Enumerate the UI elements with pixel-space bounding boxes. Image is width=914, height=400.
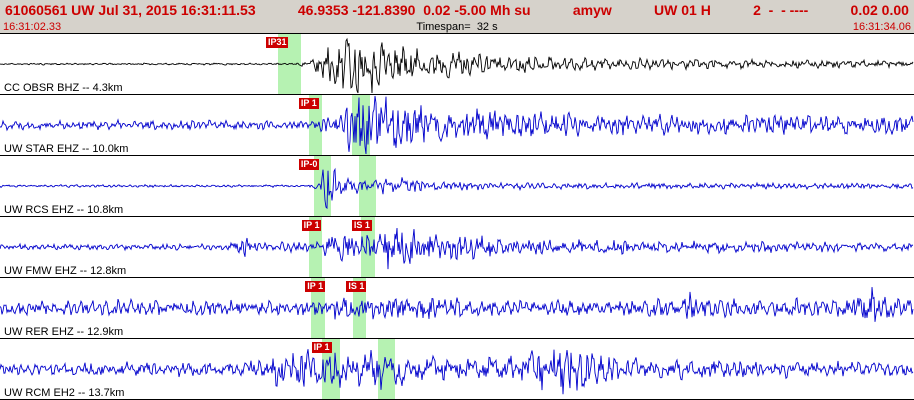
pick-window-highlight xyxy=(308,217,322,277)
event-location-magnitude: 46.9353 -121.8390 0.02 -5.00 Mh su xyxy=(297,2,531,18)
event-id-origin-time: 61060561 UW Jul 31, 2015 16:31:11.53 xyxy=(5,2,256,18)
trace-station-label: UW STAR EHZ -- 10.0km xyxy=(4,143,129,155)
phase-pick-label[interactable]: IS 1 xyxy=(346,281,367,292)
waveform-rer[interactable] xyxy=(0,278,914,338)
trace-panel-rcm[interactable]: IP 1 UW RCM EH2 -- 13.7km xyxy=(0,339,914,400)
pick-window-highlight xyxy=(352,278,366,338)
trace-station-label: UW RCM EH2 -- 13.7km xyxy=(4,387,125,399)
trace-station-label: UW RER EHZ -- 12.9km xyxy=(4,326,124,338)
network-code: UW 01 H xyxy=(654,2,711,18)
phase-pick-label[interactable]: IP 1 xyxy=(298,98,319,109)
phase-pick-label[interactable]: IP 1 xyxy=(305,281,326,292)
trace-panel-rcs[interactable]: IP-0 UW RCS EHZ -- 10.8km xyxy=(0,156,914,217)
pick-window-highlight xyxy=(378,339,395,399)
phase-pick-label[interactable]: IP31 xyxy=(265,37,289,48)
trace-panel-fmw[interactable]: IP 1 IS 1 UW FMW EHZ -- 12.8km xyxy=(0,217,914,278)
window-start-time: 16:31:02.33 xyxy=(3,20,62,33)
waveform-star[interactable] xyxy=(0,95,914,155)
window-end-time: 16:31:34.06 xyxy=(852,20,911,33)
trace-panel-obsr[interactable]: IP31 CC OBSR BHZ -- 4.3km xyxy=(0,34,914,95)
analyst-name: amyw xyxy=(572,2,612,18)
waveform-rcs[interactable] xyxy=(0,156,914,216)
phase-pick-label[interactable]: IP-0 xyxy=(298,159,320,170)
phase-pick-label[interactable]: IP 1 xyxy=(301,220,322,231)
timespan-label: Timespan= 32 s xyxy=(416,20,498,33)
phase-pick-label[interactable]: IS 1 xyxy=(351,220,372,231)
waveform-fmw[interactable] xyxy=(0,217,914,277)
pick-window-highlight xyxy=(361,217,375,277)
trace-station-label: CC OBSR BHZ -- 4.3km xyxy=(4,82,123,94)
time-axis-bar: 16:31:02.33 Timespan= 32 s 16:31:34.06 xyxy=(0,20,914,34)
trace-station-label: UW RCS EHZ -- 10.8km xyxy=(4,204,124,216)
waveform-obsr[interactable] xyxy=(0,34,914,94)
trace-station-label: UW FMW EHZ -- 12.8km xyxy=(4,265,127,277)
event-header: 61060561 UW Jul 31, 2015 16:31:11.53 46.… xyxy=(0,0,914,20)
trace-panel-star[interactable]: IP 1 UW STAR EHZ -- 10.0km xyxy=(0,95,914,156)
traces-container: IP31 CC OBSR BHZ -- 4.3km IP 1 UW STAR EHZ … xyxy=(0,34,914,400)
trace-panel-rer[interactable]: IP 1 IS 1 UW RER EHZ -- 12.9km xyxy=(0,278,914,339)
event-residuals: 0.02 0.00 xyxy=(850,2,909,18)
event-flags: 2 - - ---- xyxy=(753,2,809,18)
phase-pick-label[interactable]: IP 1 xyxy=(311,342,332,353)
waveform-rcm[interactable] xyxy=(0,339,914,399)
pick-window-highlight xyxy=(314,156,331,216)
